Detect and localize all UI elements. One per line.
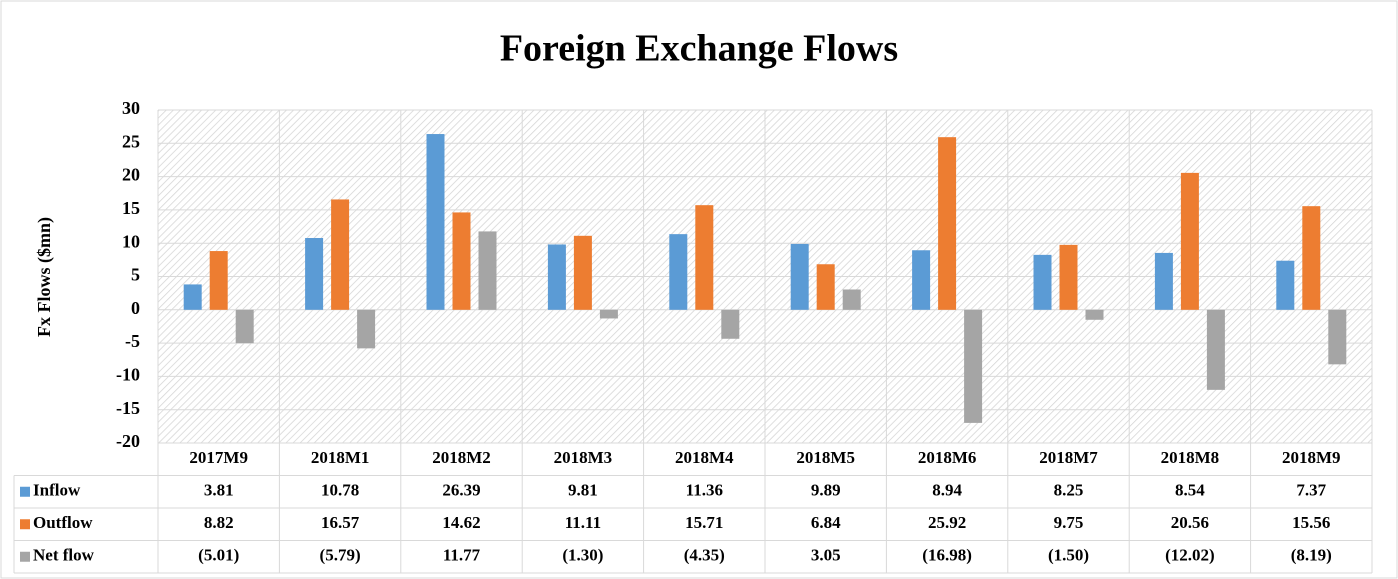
table-value: 14.62	[442, 513, 480, 532]
bar	[547, 244, 566, 310]
bar	[1302, 206, 1321, 310]
table-value: 8.82	[204, 513, 234, 532]
bar	[1033, 254, 1052, 310]
y-tick-label: -20	[116, 431, 140, 451]
x-tick-label: 2017M9	[189, 448, 248, 467]
chart-title: Foreign Exchange Flows	[500, 28, 898, 70]
table-value: 9.89	[811, 481, 841, 500]
table-value: (1.30)	[562, 546, 603, 565]
table-value: 15.71	[685, 513, 723, 532]
y-tick-label: 10	[122, 231, 140, 251]
y-tick-label: 20	[122, 165, 140, 185]
table-value: 25.92	[928, 513, 966, 532]
bar	[305, 238, 324, 310]
legend-label: Inflow	[33, 481, 81, 500]
legend-swatch	[20, 519, 30, 530]
bar	[938, 137, 957, 310]
table-value: 3.05	[811, 546, 841, 565]
legend-swatch	[20, 486, 30, 497]
x-tick-label: 2018M3	[554, 448, 613, 467]
table-value: 3.81	[204, 481, 234, 500]
bar	[790, 243, 809, 310]
bar	[1276, 260, 1295, 310]
bar	[842, 289, 861, 310]
bar	[1328, 309, 1347, 365]
x-tick-label: 2018M6	[918, 448, 977, 467]
table-value: (1.50)	[1048, 546, 1089, 565]
bar	[816, 264, 835, 310]
y-tick-label: 15	[122, 198, 140, 218]
table-value: 20.56	[1171, 513, 1209, 532]
table-value: 26.39	[442, 481, 480, 500]
x-tick-label: 2018M2	[432, 448, 491, 467]
bar	[183, 284, 202, 310]
table-value: 15.56	[1292, 513, 1330, 532]
bar	[1206, 309, 1225, 390]
bar	[1180, 172, 1199, 310]
bar	[669, 234, 688, 310]
table-value: (8.19)	[1291, 546, 1332, 565]
bar	[695, 205, 714, 310]
table-value: (16.98)	[922, 546, 972, 565]
y-tick-label: 25	[122, 131, 140, 151]
table-value: 11.77	[443, 546, 481, 565]
table-value: 10.78	[321, 481, 359, 500]
table-value: 8.54	[1175, 481, 1205, 500]
y-tick-label: -15	[116, 398, 140, 418]
table-value: 9.81	[568, 481, 598, 500]
x-tick-label: 2018M8	[1161, 448, 1220, 467]
bar	[357, 309, 376, 349]
bar	[721, 309, 740, 339]
bar	[452, 212, 471, 310]
legend-swatch	[20, 551, 30, 562]
table-value: 6.84	[811, 513, 841, 532]
table-value: (12.02)	[1165, 546, 1215, 565]
bar	[426, 134, 445, 310]
table-value: 7.37	[1296, 481, 1326, 500]
bar	[599, 309, 618, 319]
table-value: (4.35)	[684, 546, 725, 565]
bar	[478, 231, 497, 310]
bar	[1059, 244, 1078, 310]
y-tick-label: 5	[131, 265, 140, 285]
table-value: 8.94	[932, 481, 962, 500]
x-tick-label: 2018M5	[796, 448, 855, 467]
table-value: 8.25	[1054, 481, 1084, 500]
table-value: 16.57	[321, 513, 360, 532]
table-value: 9.75	[1054, 513, 1084, 532]
y-axis-label: Fx Flows ($mn)	[34, 217, 55, 337]
y-tick-label: -10	[116, 365, 140, 385]
bar	[912, 250, 931, 310]
legend-label: Outflow	[33, 513, 93, 532]
bar	[573, 235, 592, 310]
bar	[331, 199, 350, 310]
x-tick-label: 2018M1	[311, 448, 370, 467]
table-value: (5.01)	[198, 546, 239, 565]
legend-label: Net flow	[33, 546, 95, 565]
x-tick-label: 2018M9	[1282, 448, 1341, 467]
y-tick-label: -5	[125, 331, 140, 351]
table-value: (5.79)	[320, 546, 361, 565]
x-tick-label: 2018M4	[675, 448, 734, 467]
bar	[964, 309, 983, 423]
bar	[1085, 309, 1104, 320]
x-tick-label: 2018M7	[1039, 448, 1098, 467]
table-value: 11.11	[565, 513, 601, 532]
y-tick-label: 30	[122, 98, 140, 118]
bar	[1154, 252, 1173, 310]
bar	[235, 309, 254, 344]
y-tick-label: 0	[131, 298, 140, 318]
table-value: 11.36	[686, 481, 723, 500]
bar	[209, 251, 228, 310]
